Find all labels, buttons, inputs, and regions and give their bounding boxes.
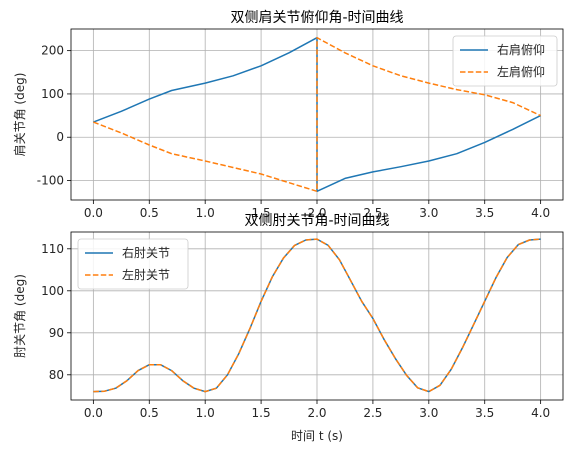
x-tick-label: 4.0 (531, 206, 550, 220)
x-tick-label: 1.5 (252, 406, 271, 420)
x-tick-label: 4.0 (531, 406, 550, 420)
x-tick-label: 3.5 (475, 406, 494, 420)
x-tick-label: 1.0 (196, 406, 215, 420)
y-tick-label: 80 (49, 368, 64, 382)
x-tick-label: 0.0 (84, 406, 103, 420)
y-tick-label: 200 (41, 44, 64, 58)
x-tick-label: 3.5 (475, 206, 494, 220)
y-tick-label: 100 (41, 87, 64, 101)
y-tick-label: 90 (49, 326, 64, 340)
x-tick-label: 0.0 (84, 206, 103, 220)
x-tick-label: 0.5 (140, 206, 159, 220)
x-axis-label: 时间 t (s) (291, 429, 343, 443)
x-tick-label: 2.5 (363, 406, 382, 420)
chart-title: 双侧肘关节角-时间曲线 (244, 213, 389, 229)
legend-box (77, 238, 189, 290)
chart-panel-2: 0.0 0.5 1.0 1.5 2.0 2.5 3.0 3.5 4.0 80 90 100 110 双侧肘… (12, 213, 564, 443)
y-tick-label: 100 (41, 284, 64, 298)
legend-label-right: 右肩俯仰 (497, 42, 545, 57)
legend-box (452, 35, 558, 87)
series-line-left (93, 36, 541, 193)
y-axis-label: 肩关节角 (deg) (12, 73, 27, 157)
y-tick-label: 110 (41, 242, 64, 256)
x-tick-label: 2.0 (307, 406, 326, 420)
chart-panel-1: 0.0 0.5 1.0 1.5 2.0 2.5 3.0 3.5 4.0 -100 0 100 200 双侧… (12, 10, 564, 220)
legend-label-left: 左肩俯仰 (497, 64, 545, 79)
chart-title: 双侧肩关节俯仰角-时间曲线 (230, 10, 403, 26)
x-tick-label: 3.0 (419, 206, 438, 220)
x-tick-label: 0.5 (140, 406, 159, 420)
series-line-left (93, 238, 541, 393)
legend-label-right: 右肘关节 (122, 245, 170, 260)
y-tick-label: 0 (56, 130, 64, 144)
y-tick-label: -100 (37, 174, 64, 188)
x-tick-label: 1.5 (252, 206, 271, 220)
x-tick-label: 3.0 (419, 406, 438, 420)
x-tick-label: 2.0 (307, 206, 326, 220)
x-tick-label: 2.5 (363, 206, 382, 220)
y-axis-label: 肘关节角 (deg) (12, 274, 27, 358)
x-tick-label: 1.0 (196, 206, 215, 220)
legend-label-left: 左肘关节 (122, 267, 170, 282)
